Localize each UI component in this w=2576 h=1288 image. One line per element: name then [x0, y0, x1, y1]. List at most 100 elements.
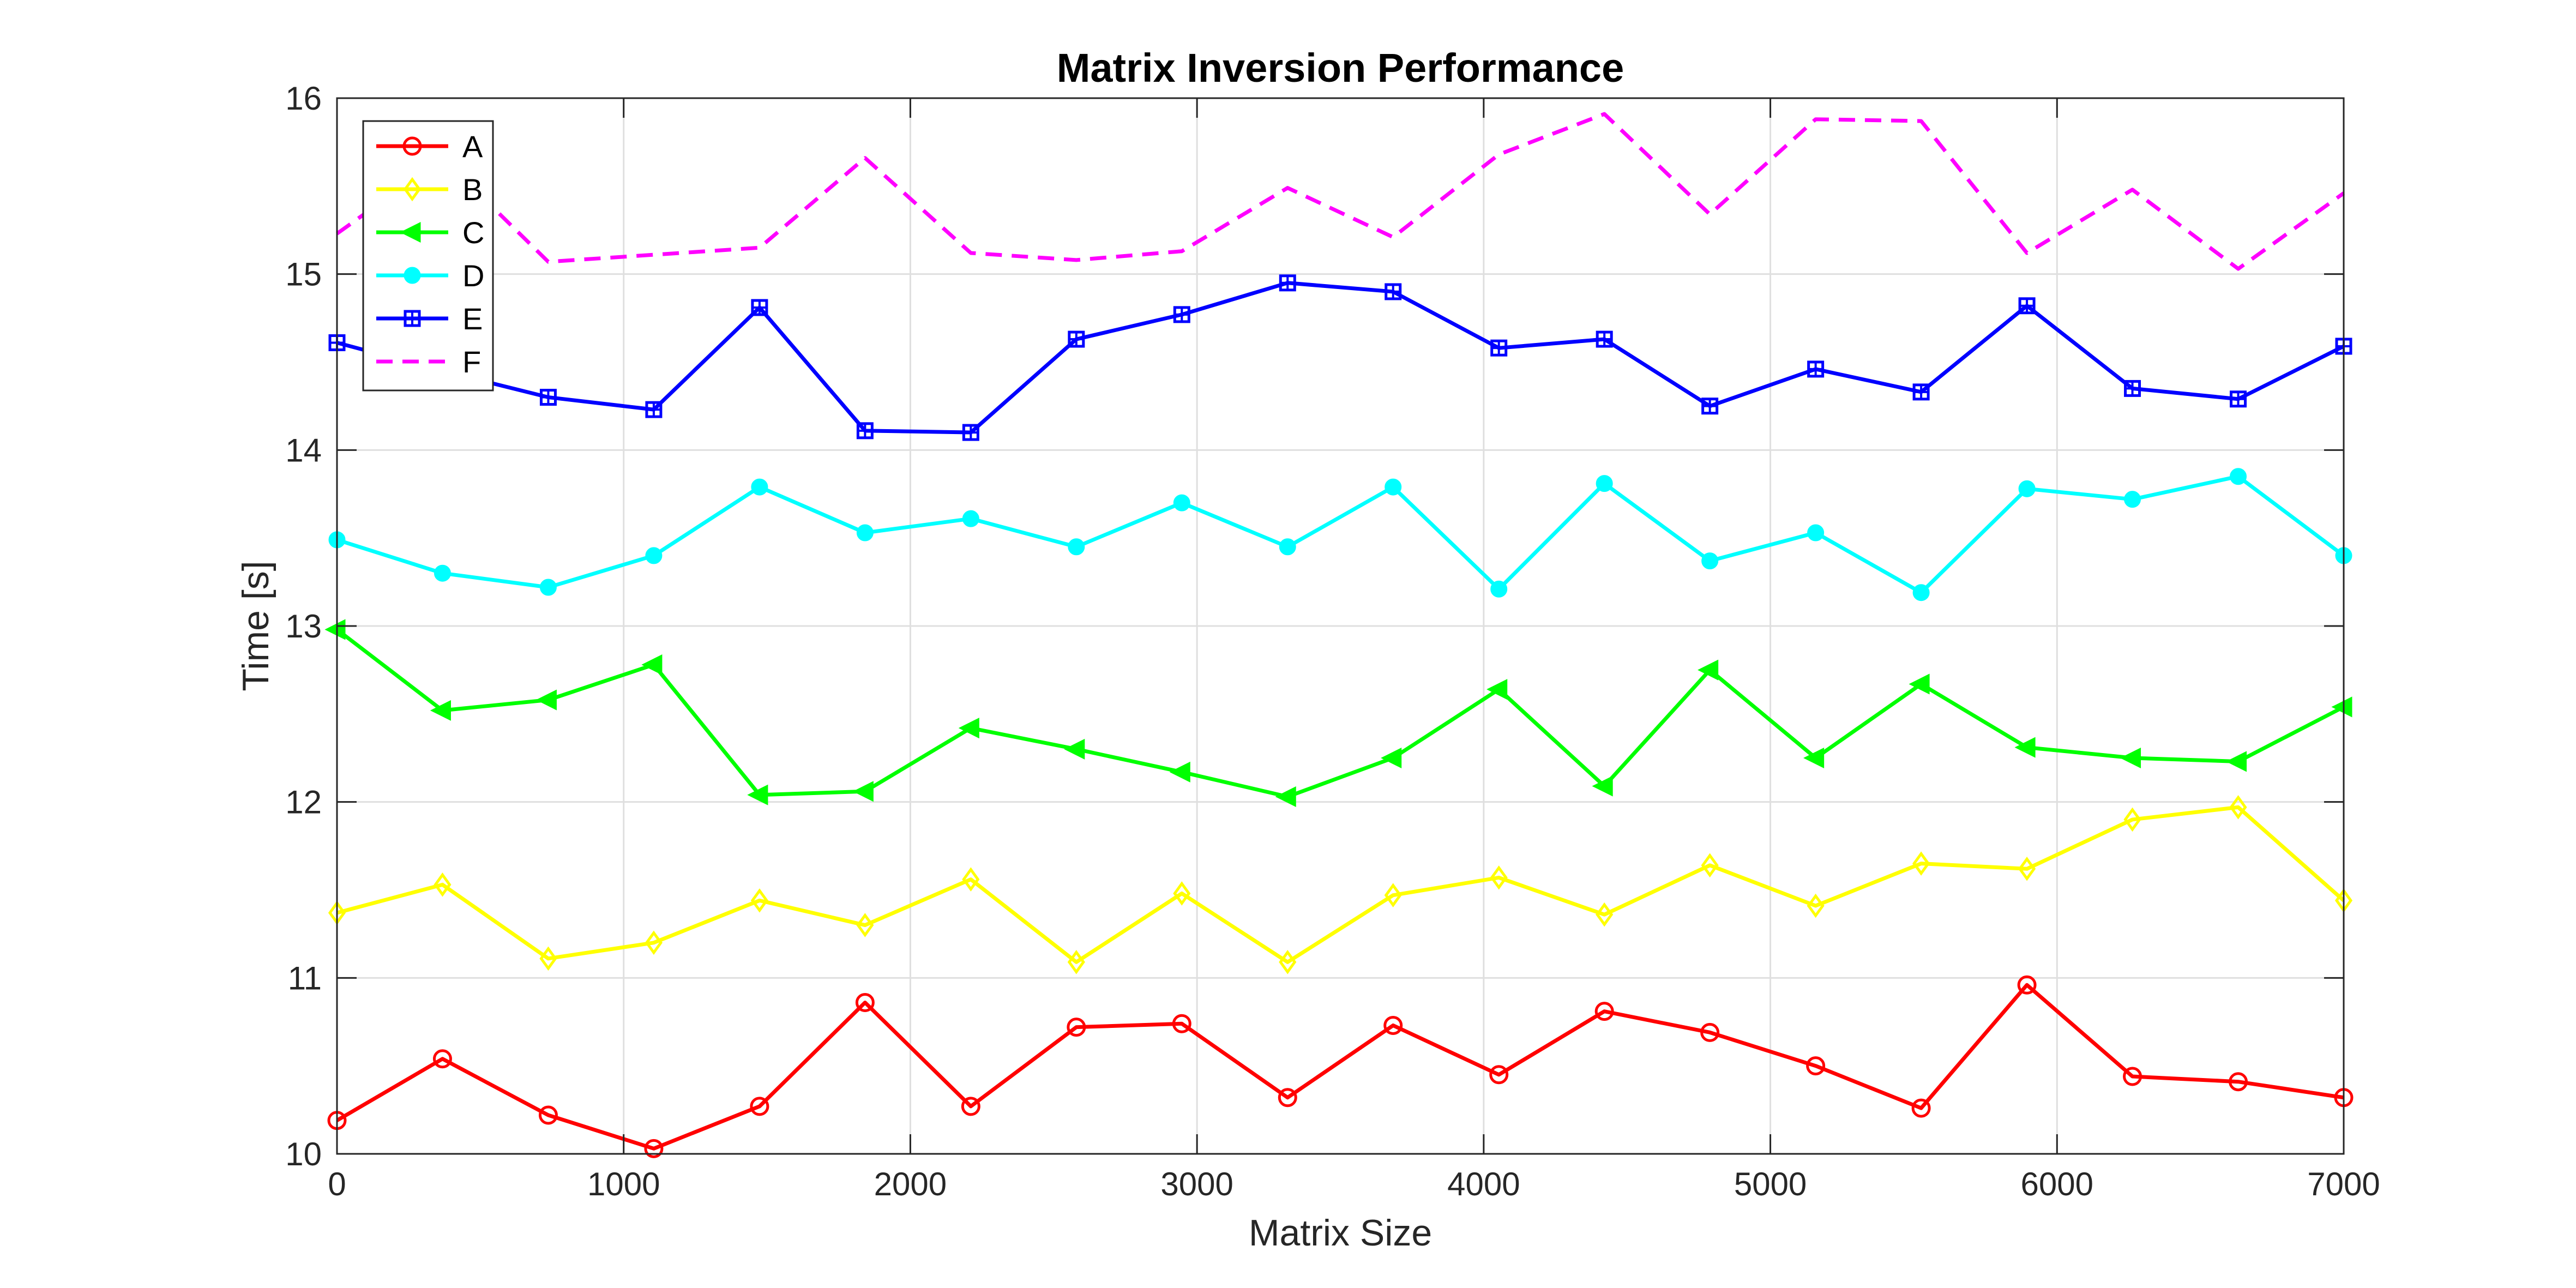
- data-point-B: [1173, 881, 1191, 906]
- y-tick-label: 13: [285, 608, 322, 645]
- data-point-A: [961, 1097, 980, 1116]
- legend-marker-A: [402, 136, 422, 156]
- x-axis-label: Matrix Size: [1249, 1212, 1432, 1254]
- axes: 0 1000 2000 3000 4000 5000 6000 7000 10 11 12 13 14 1…: [285, 80, 2380, 1202]
- data-point-C: [1169, 761, 1190, 783]
- data-point-D: [2018, 480, 2036, 497]
- data-point-A: [855, 993, 875, 1013]
- data-point-B: [1701, 853, 1719, 878]
- series-line-E: [336, 281, 2345, 435]
- series-layer: [324, 112, 2354, 1158]
- legend-label-F: F: [462, 345, 481, 379]
- legend-label-D: D: [462, 258, 484, 293]
- data-point-D: [2230, 468, 2247, 485]
- data-point-A: [2229, 1072, 2248, 1092]
- legend-entry-D: D: [376, 258, 484, 293]
- data-point-B: [1490, 865, 1508, 890]
- data-point-A: [1806, 1056, 1826, 1076]
- x-tick-label: 3000: [1160, 1166, 1233, 1202]
- x-tick-label: 5000: [1734, 1166, 1807, 1202]
- x-tick-label: 4000: [1447, 1166, 1520, 1202]
- data-point-C: [852, 781, 874, 802]
- y-tick-label: 14: [285, 432, 322, 468]
- series-E: [328, 274, 2352, 441]
- data-point-C: [1381, 747, 1402, 769]
- legend-entry-B: B: [376, 172, 483, 207]
- data-point-D: [1596, 475, 1613, 492]
- data-point-C: [1909, 673, 1930, 695]
- series-line-A: [336, 983, 2344, 1151]
- legend-entry-F: F: [376, 345, 481, 379]
- data-point-B: [539, 946, 557, 971]
- data-point-A: [1067, 1018, 1086, 1037]
- series-line-B: [336, 805, 2345, 964]
- legend-label-C: C: [462, 215, 484, 250]
- data-point-D: [645, 547, 663, 564]
- data-point-A: [1700, 1022, 1720, 1042]
- data-point-A: [1172, 1014, 1191, 1033]
- data-point-D: [751, 478, 768, 496]
- data-point-B: [856, 913, 874, 937]
- x-tick-label: 0: [328, 1166, 346, 1202]
- legend-entry-A: A: [376, 129, 483, 164]
- data-point-C: [535, 689, 557, 711]
- series-line-C: [335, 628, 2345, 799]
- data-point-D: [1490, 580, 1508, 598]
- data-point-B: [1912, 851, 1930, 876]
- y-tick-label: 10: [285, 1136, 322, 1172]
- data-point-B: [434, 872, 452, 897]
- data-point-D: [434, 564, 451, 582]
- data-point-D: [539, 579, 557, 596]
- data-point-A: [432, 1049, 452, 1069]
- data-point-A: [1911, 1098, 1931, 1118]
- data-point-A: [1594, 1002, 1614, 1021]
- data-point-B: [2123, 807, 2141, 832]
- data-point-B: [750, 888, 768, 913]
- series-C: [324, 619, 2352, 808]
- data-point-C: [2331, 696, 2352, 718]
- data-point-A: [538, 1105, 558, 1125]
- legend-marker-D: [404, 267, 421, 284]
- data-point-C: [2120, 747, 2141, 769]
- x-tick-label: 6000: [2021, 1166, 2093, 1202]
- data-point-C: [1803, 747, 1825, 769]
- data-point-A: [1489, 1065, 1509, 1085]
- legend-entry-C: C: [376, 215, 484, 250]
- data-point-D: [856, 524, 874, 541]
- series-line-D: [336, 474, 2345, 595]
- data-point-C: [1592, 775, 1613, 797]
- x-tick-label: 1000: [587, 1166, 660, 1202]
- data-point-C: [1275, 786, 1296, 808]
- data-point-B: [1596, 902, 1614, 927]
- legend-box: [362, 120, 494, 392]
- legend-marker-C: [400, 221, 421, 243]
- legend-label-E: E: [462, 302, 483, 336]
- x-tick-label: 2000: [874, 1166, 947, 1202]
- data-point-A: [644, 1139, 664, 1158]
- data-point-C: [430, 700, 451, 721]
- data-point-C: [1698, 659, 1719, 681]
- data-point-A: [2017, 975, 2037, 995]
- legend-label-A: A: [462, 129, 483, 164]
- data-point-D: [1068, 538, 1085, 556]
- data-point-A: [1383, 1015, 1403, 1035]
- data-point-D: [1385, 478, 1402, 496]
- y-tick-label: 12: [285, 784, 322, 821]
- series-F: [335, 112, 2345, 271]
- data-point-D: [1701, 552, 1719, 570]
- legend-marker-B: [403, 177, 422, 202]
- data-point-C: [958, 718, 979, 739]
- data-point-C: [1486, 679, 1508, 700]
- data-point-B: [645, 930, 663, 955]
- data-point-A: [1278, 1088, 1297, 1108]
- chart-title: Matrix Inversion Performance: [1057, 45, 1624, 91]
- x-tick-label: 7000: [2307, 1166, 2380, 1202]
- data-point-D: [1912, 584, 1930, 601]
- data-point-D: [1173, 494, 1190, 511]
- data-point-D: [962, 510, 979, 527]
- data-point-A: [2123, 1067, 2142, 1086]
- y-tick-label: 11: [288, 960, 322, 996]
- data-point-B: [1279, 950, 1297, 974]
